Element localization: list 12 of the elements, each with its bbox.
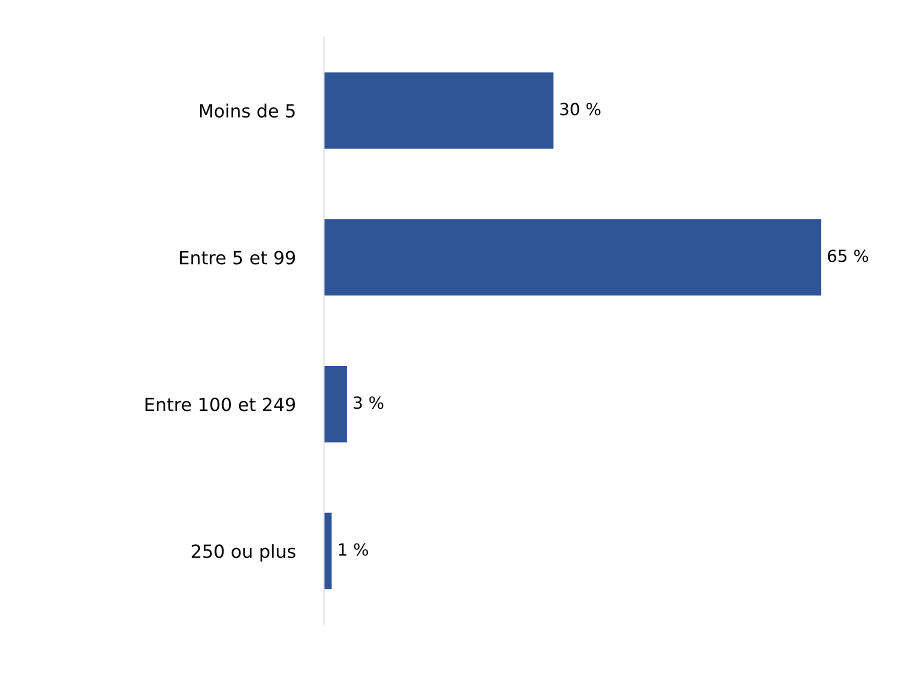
bar	[324, 219, 822, 296]
data-label: 30 %	[560, 102, 600, 116]
data-label: 1 %	[339, 543, 368, 556]
bar	[324, 512, 332, 590]
bar	[324, 366, 347, 442]
data-label: 3 %	[354, 396, 384, 409]
y-tick-label: 250 ou plus	[192, 544, 296, 562]
y-tick-label: Entre 5 et 99	[180, 250, 295, 264]
data-label: 65 %	[828, 250, 868, 262]
y-tick-label: Entre 100 et 249	[146, 398, 295, 412]
y-tick-label: Moins de 5	[200, 104, 295, 118]
bar	[324, 72, 554, 149]
